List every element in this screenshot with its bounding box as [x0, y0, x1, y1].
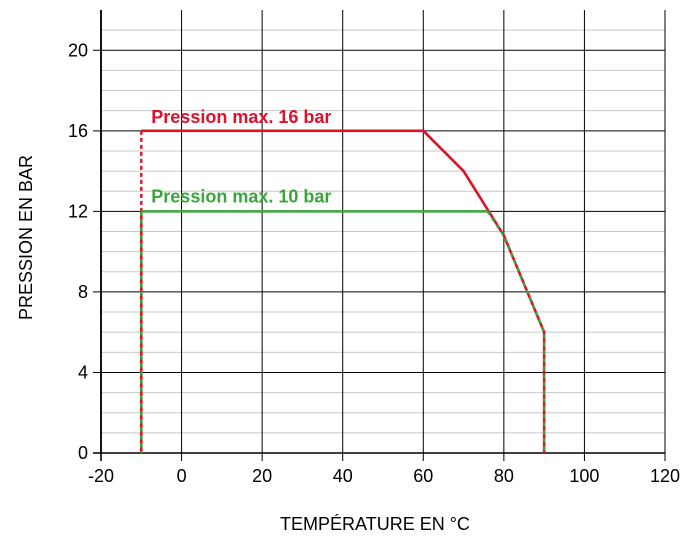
- x-tick-label: 0: [177, 466, 187, 486]
- grid: [93, 10, 666, 461]
- x-tick-label: 120: [650, 466, 680, 486]
- series-lines: [139, 129, 546, 453]
- series-label-16-bar: Pression max. 16 bar: [151, 107, 331, 127]
- x-tick-label: 60: [413, 466, 433, 486]
- y-tick-label: 12: [68, 201, 88, 221]
- x-tick-label: 40: [333, 466, 353, 486]
- x-tick-label: 100: [569, 466, 599, 486]
- y-tick-label: 8: [78, 282, 88, 302]
- x-tick-label: 80: [494, 466, 514, 486]
- y-tick-label: 20: [68, 40, 88, 60]
- y-tick-label: 4: [78, 362, 88, 382]
- y-tick-label: 0: [78, 443, 88, 463]
- series-10-bar-shared-segment: [486, 210, 546, 453]
- x-axis-title: TEMPÉRATURE EN °C: [280, 514, 470, 534]
- y-tick-label: 16: [68, 121, 88, 141]
- x-tick-label: 20: [252, 466, 272, 486]
- x-tick-label: -20: [88, 466, 114, 486]
- series-label-10-bar: Pression max. 10 bar: [151, 186, 331, 206]
- y-axis-title: PRESSION EN BAR: [16, 155, 36, 320]
